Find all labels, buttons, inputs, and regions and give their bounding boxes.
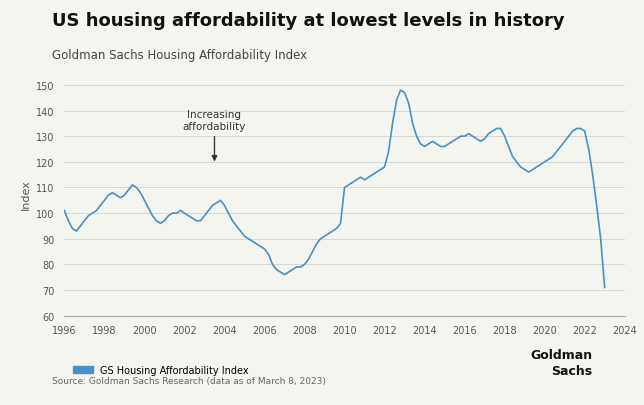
- Text: Goldman Sachs Housing Affordability Index: Goldman Sachs Housing Affordability Inde…: [52, 49, 307, 62]
- Text: Increasing
affordability: Increasing affordability: [183, 110, 246, 161]
- Y-axis label: Index: Index: [21, 179, 31, 210]
- Legend: GS Housing Affordability Index: GS Housing Affordability Index: [70, 361, 253, 379]
- Text: Goldman
Sachs: Goldman Sachs: [531, 348, 592, 377]
- Text: US housing affordability at lowest levels in history: US housing affordability at lowest level…: [52, 12, 564, 30]
- Text: Source: Goldman Sachs Research (data as of March 8, 2023): Source: Goldman Sachs Research (data as …: [52, 376, 325, 385]
